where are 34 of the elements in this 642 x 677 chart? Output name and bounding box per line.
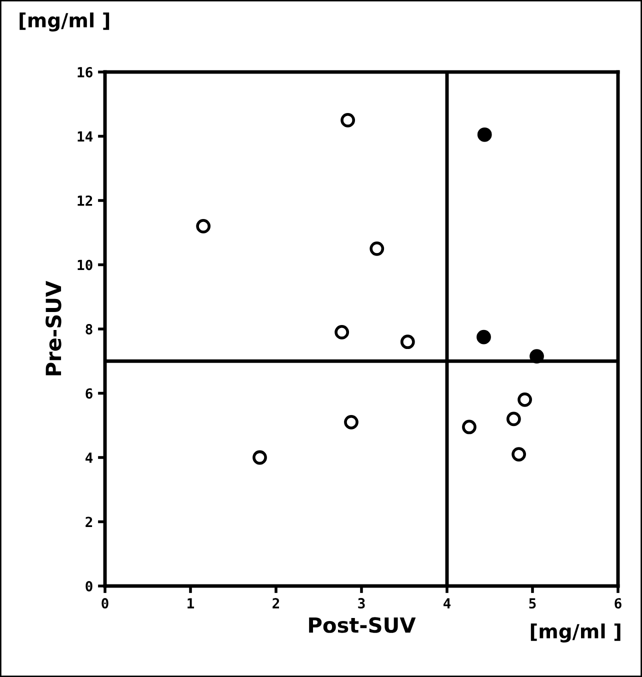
point <box>334 325 350 340</box>
y-tick-label: 8 <box>86 324 92 334</box>
y-tick-label: 16 <box>78 66 92 78</box>
y-tick-label: 12 <box>78 195 92 206</box>
point <box>344 414 358 430</box>
x-tick-label: 1 <box>188 598 194 608</box>
y-tick-label: 10 <box>78 260 92 270</box>
y-tick-label: 2 <box>86 516 92 528</box>
point <box>506 412 521 426</box>
point <box>370 241 384 256</box>
point <box>340 112 356 128</box>
x-tick-label: 5 <box>529 598 536 609</box>
point <box>512 447 526 462</box>
point <box>400 334 415 350</box>
point <box>477 127 492 142</box>
y-axis-title: Pre-SUV <box>46 280 62 376</box>
x-tick-label: 6 <box>614 598 622 609</box>
point <box>252 450 267 465</box>
x-tick-label: 0 <box>102 598 108 609</box>
point <box>518 392 532 407</box>
text: [mg/ml ] <box>530 624 620 642</box>
y-tick-label: 6 <box>86 388 92 399</box>
x-tick-label: 4 <box>444 598 451 608</box>
x-axis-title: Post-SUV <box>309 617 416 633</box>
y-tick-label: 4 <box>86 452 93 463</box>
point <box>530 349 544 364</box>
x-tick-label: 2 <box>272 598 280 608</box>
text: [mg/ml ] <box>20 12 110 32</box>
point <box>196 219 211 234</box>
point <box>462 420 476 434</box>
y-tick-label: 0 <box>86 580 92 592</box>
y-tick-label: 14 <box>78 131 93 142</box>
x-tick-label: 3 <box>358 598 365 609</box>
point <box>476 330 491 344</box>
